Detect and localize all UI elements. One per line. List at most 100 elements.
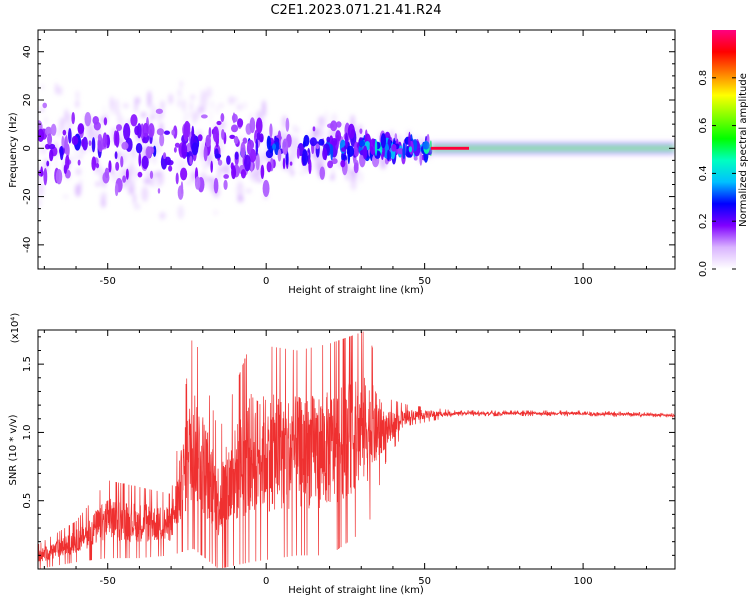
heatmap-cell: [75, 183, 82, 197]
heatmap-cell: [224, 163, 231, 177]
heatmap-cell: [95, 163, 100, 169]
heatmap-cell: [290, 170, 295, 175]
heatmap-cell: [277, 148, 282, 162]
heatmap-cell: [129, 160, 135, 176]
heatmap-cell: [44, 116, 48, 125]
heatmap-cell: [168, 93, 173, 105]
heatmap-cell: [46, 160, 50, 167]
heatmap-cell: [233, 136, 239, 145]
heatmap-cell: [71, 156, 79, 162]
heatmap-cell: [210, 100, 215, 109]
heatmap-cell: [282, 138, 289, 155]
heatmap-cell: [346, 174, 350, 181]
snr-y-scale-label: (x10⁴): [10, 313, 21, 344]
heatmap-cell: [255, 117, 263, 134]
heatmap-cell: [156, 170, 164, 186]
heatmap-cell: [217, 159, 223, 166]
heatmap-cell: [191, 142, 199, 156]
heatmap-cell: [38, 128, 45, 142]
heatmap-cell: [237, 194, 244, 203]
heatmap-cell: [331, 170, 335, 181]
snr-x-label: Height of straight line (km): [288, 585, 424, 596]
heatmap-cell: [274, 135, 277, 143]
heatmap-cell: [240, 169, 247, 179]
heatmap-cell: [136, 123, 142, 139]
heatmap-cell: [114, 98, 120, 116]
heatmap-cell: [234, 151, 239, 160]
heatmap-cell: [317, 126, 324, 140]
heatmap-cell: [182, 98, 186, 112]
heatmap-cell: [122, 182, 127, 188]
heatmap-cell: [397, 147, 404, 155]
heatmap-cell: [157, 188, 161, 194]
colorbar-label: Normalized spectral amplitude: [738, 73, 749, 227]
heatmap-cell: [315, 143, 320, 150]
heatmap-cell: [130, 114, 138, 127]
heatmap-cell: [177, 205, 184, 220]
heatmap-cell: [382, 145, 385, 157]
colorbar-bar: [712, 30, 736, 269]
heatmap-cell: [226, 155, 231, 165]
heatmap-cell: [42, 143, 46, 156]
heatmap-cell: [359, 140, 366, 147]
heatmap-cell: [308, 158, 312, 175]
heatmap-cell: [138, 152, 142, 167]
heatmap-cell: [249, 148, 257, 163]
heatmap-cell: [309, 137, 317, 147]
heatmap-cell: [215, 105, 220, 115]
heatmap-cell: [149, 115, 155, 120]
heatmap-cell: [135, 142, 143, 154]
heatmap-cell: [230, 124, 239, 133]
heatmap-cell: [77, 123, 85, 135]
heatmap-cell: [322, 147, 328, 161]
heatmap-cell: [215, 153, 222, 159]
heatmap-cell: [369, 138, 377, 155]
heatmap-cell: [84, 111, 92, 127]
heatmap-cell: [362, 145, 368, 160]
heatmap-cell: [346, 145, 355, 157]
heatmap-cell: [359, 128, 363, 134]
heatmap-cell: [412, 139, 418, 152]
y-tick-label: 1.0: [22, 424, 33, 440]
snr-y-ticks: 0.5 1.0 1.5: [22, 336, 675, 556]
heatmap-cell: [142, 122, 149, 138]
heatmap-cell: [296, 147, 300, 159]
heatmap-cell: [71, 135, 79, 146]
heatmap-cell: [249, 117, 256, 134]
heatmap-cell: [292, 124, 297, 129]
heatmap-cell: [212, 126, 220, 143]
heatmap-cell: [295, 126, 300, 134]
heatmap-cell: [330, 142, 334, 161]
heatmap-cell: [50, 123, 57, 136]
heatmap-cell: [327, 160, 334, 169]
heatmap-cell: [64, 108, 68, 123]
heatmap-cell: [175, 172, 179, 185]
heatmap-cell: [129, 179, 134, 188]
x-tick-label: -50: [100, 276, 116, 287]
heatmap-cell: [194, 176, 201, 190]
spectrogram-x-ticks: -50 0 50 100: [43, 30, 647, 287]
heatmap-cell: [160, 100, 166, 109]
heatmap-cell: [203, 145, 208, 162]
heatmap-cell: [216, 120, 222, 126]
heatmap-cell: [212, 209, 219, 216]
heatmap-cell: [217, 102, 225, 109]
snr-frame: [37, 329, 676, 570]
heatmap-cell: [231, 96, 239, 103]
heatmap-cell: [186, 180, 192, 186]
heatmap-cell: [181, 141, 188, 159]
x-tick-label: 100: [574, 576, 593, 587]
heatmap-cell: [240, 141, 246, 159]
heatmap-cell: [148, 123, 155, 138]
heatmap-cell: [159, 212, 167, 220]
colorbar: 0.0 0.2 0.4 0.6 0.8 Normalized spectral ampl…: [698, 30, 749, 277]
heatmap-cell: [237, 118, 244, 128]
heatmap-cell: [40, 166, 43, 177]
heatmap-cell: [92, 116, 100, 125]
heatmap-cell: [123, 103, 129, 109]
y-tick-label: 0.5: [22, 493, 33, 509]
y-tick-label: -40: [22, 237, 33, 253]
heatmap-cell: [408, 146, 413, 153]
heatmap-cell: [262, 99, 266, 118]
spectrogram-x-label: Height of straight line (km): [288, 285, 424, 296]
